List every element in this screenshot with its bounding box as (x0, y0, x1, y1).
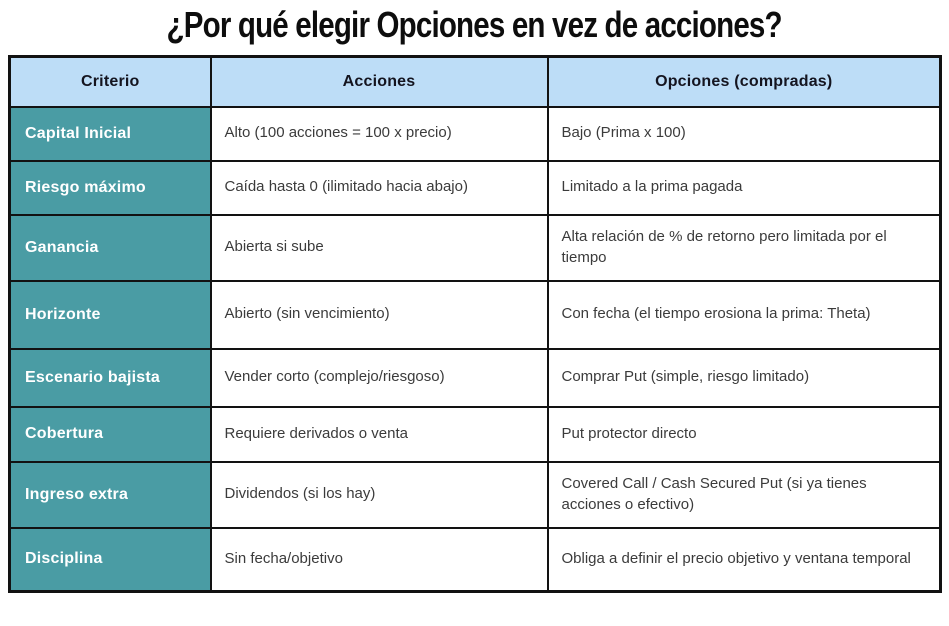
header-opciones: Opciones (compradas) (546, 55, 942, 108)
acciones-cell: Requiere derivados o venta (209, 405, 549, 463)
acciones-cell: Alto (100 acciones = 100 x precio) (209, 105, 549, 162)
header-row: Criterio Acciones Opciones (compradas) (8, 55, 942, 108)
table-row: Cobertura Requiere derivados o venta Put… (8, 405, 942, 463)
opciones-cell: Alta relación de % de retorno pero limit… (546, 213, 942, 282)
table-row: Capital Inicial Alto (100 acciones = 100… (8, 105, 942, 162)
table-row: Ingreso extra Dividendos (si los hay) Co… (8, 460, 942, 529)
acciones-cell: Sin fecha/objetivo (209, 526, 549, 593)
acciones-cell: Vender corto (complejo/riesgoso) (209, 347, 549, 408)
criteria-cell: Escenario bajista (8, 347, 212, 408)
criteria-cell: Horizonte (8, 279, 212, 350)
criteria-cell: Capital Inicial (8, 105, 212, 162)
acciones-cell: Abierta si sube (209, 213, 549, 282)
table-row: Disciplina Sin fecha/objetivo Obliga a d… (8, 526, 942, 593)
criteria-cell: Ingreso extra (8, 460, 212, 529)
criteria-cell: Disciplina (8, 526, 212, 593)
opciones-cell: Bajo (Prima x 100) (546, 105, 942, 162)
opciones-cell: Con fecha (el tiempo erosiona la prima: … (546, 279, 942, 350)
opciones-cell: Obliga a definir el precio objetivo y ve… (546, 526, 942, 593)
table-row: Riesgo máximo Caída hasta 0 (ilimitado h… (8, 159, 942, 216)
criteria-cell: Cobertura (8, 405, 212, 463)
page-title: ¿Por qué elegir Opciones en vez de accio… (166, 4, 783, 45)
table-row: Escenario bajista Vender corto (complejo… (8, 347, 942, 408)
criteria-cell: Riesgo máximo (8, 159, 212, 216)
comparison-table: Criterio Acciones Opciones (compradas) C… (8, 55, 942, 593)
table-row: Ganancia Abierta si sube Alta relación d… (8, 213, 942, 282)
opciones-cell: Covered Call / Cash Secured Put (si ya t… (546, 460, 942, 529)
acciones-cell: Abierto (sin vencimiento) (209, 279, 549, 350)
header-acciones: Acciones (209, 55, 549, 108)
opciones-cell: Limitado a la prima pagada (546, 159, 942, 216)
opciones-cell: Comprar Put (simple, riesgo limitado) (546, 347, 942, 408)
page-title-wrap: ¿Por qué elegir Opciones en vez de accio… (0, 0, 949, 54)
acciones-cell: Caída hasta 0 (ilimitado hacia abajo) (209, 159, 549, 216)
header-criterio: Criterio (8, 55, 212, 108)
table-row: Horizonte Abierto (sin vencimiento) Con … (8, 279, 942, 350)
criteria-cell: Ganancia (8, 213, 212, 282)
acciones-cell: Dividendos (si los hay) (209, 460, 549, 529)
opciones-cell: Put protector directo (546, 405, 942, 463)
